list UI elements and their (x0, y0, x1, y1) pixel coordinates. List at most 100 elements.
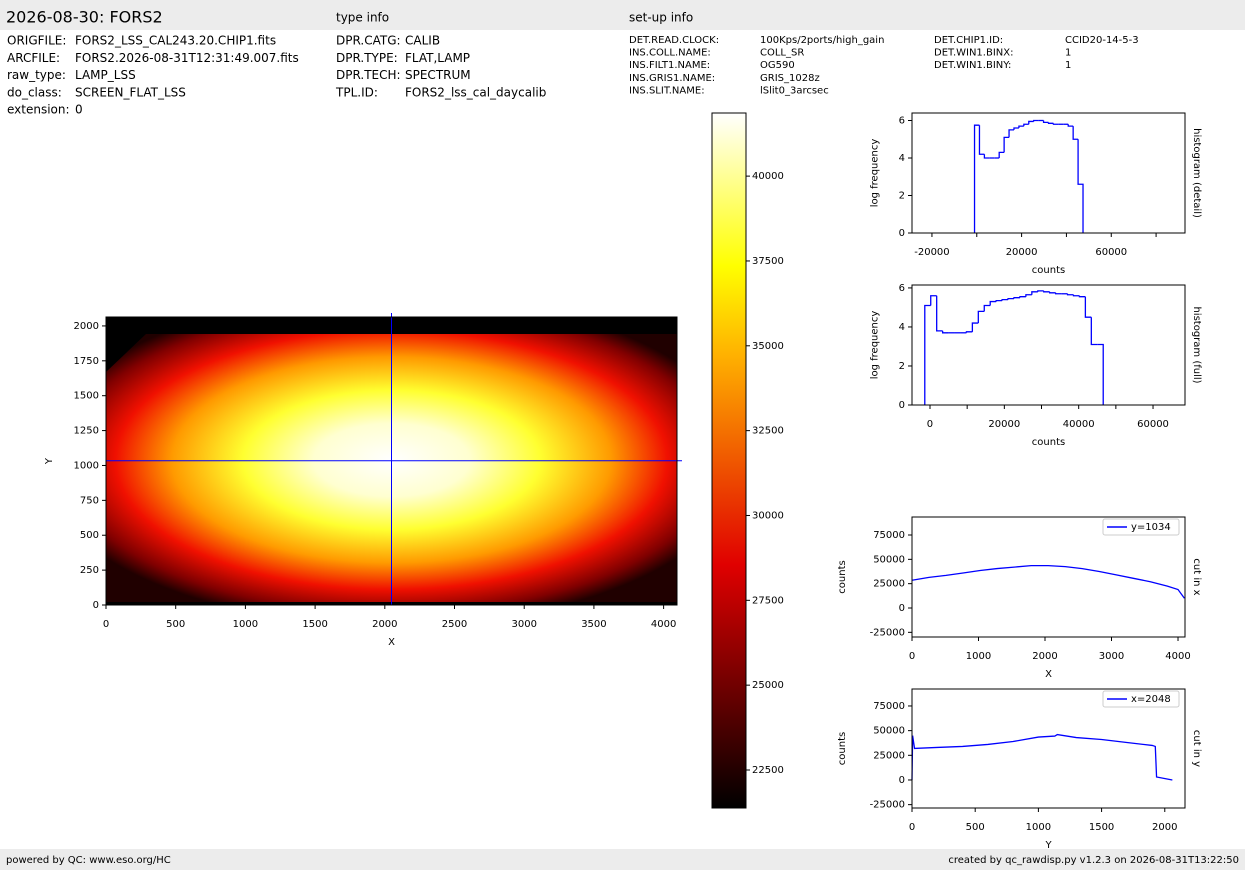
info-value: FORS2_lss_cal_daycalib (405, 85, 546, 99)
x-tick-label: 0 (927, 419, 933, 430)
x-tick-label: 1000 (233, 619, 258, 630)
y-tick-label: -25000 (870, 627, 905, 638)
x-tick-label: 20000 (1006, 247, 1038, 258)
histogram-step (977, 310, 985, 324)
x-tick-label: 4000 (651, 619, 676, 630)
setup-info-heading: set-up info (629, 11, 693, 25)
y-tick-label: 1250 (74, 426, 99, 437)
side-label: cut in y (1191, 730, 1202, 767)
legend-box (1102, 690, 1180, 708)
histogram-step (998, 151, 1005, 158)
info-value: FORS2.2026-08-31T12:31:49.007.fits (75, 51, 299, 65)
legend-box (1102, 518, 1180, 536)
y-tick-label: 50000 (873, 554, 905, 565)
type-info-heading: type info (336, 11, 389, 25)
info-label: raw_type: (7, 68, 66, 82)
info-label: TPL.ID: (335, 85, 378, 99)
histogram-step (1077, 139, 1084, 233)
x-tick-label: 1500 (1089, 822, 1114, 833)
info-label: DET.READ.CLOCK: (629, 35, 719, 46)
y-axis-label: log frequency (870, 311, 881, 380)
histogram-step (1090, 317, 1098, 346)
info-value: 1 (1065, 60, 1071, 71)
footer-right: created by qc_rawdisp.py v1.2.3 on 2026-… (948, 855, 1239, 866)
histogram-step (1072, 126, 1079, 140)
histogram-step (1028, 120, 1034, 125)
histogram-step (1001, 298, 1009, 301)
cut-line (911, 733, 1173, 781)
histogram-step (1019, 296, 1026, 298)
y-tick-label: 0 (899, 400, 905, 411)
info-label: DPR.TECH: (336, 68, 401, 82)
x-tick-label: 20000 (988, 419, 1020, 430)
histogram-step (924, 304, 931, 405)
info-label: INS.GRIS1.NAME: (629, 73, 715, 84)
y-tick-label: 2 (899, 191, 905, 202)
header-band (0, 0, 1245, 30)
histogram-step (1013, 127, 1019, 130)
histogram-step (995, 299, 1003, 302)
y-axis-label: counts (837, 560, 848, 593)
x-tick-label: 1000 (966, 651, 991, 662)
info-value: FLAT,LAMP (405, 51, 470, 65)
info-label: DET.WIN1.BINX: (934, 48, 1014, 59)
info-label: INS.FILT1.NAME: (629, 60, 710, 71)
y-tick-label: 0 (899, 603, 905, 614)
colorbar-scale (712, 113, 746, 808)
y-tick-label: -25000 (870, 800, 905, 811)
legend-label: x=2048 (1131, 694, 1171, 705)
info-label: extension: (7, 103, 70, 117)
info-label: INS.SLIT.NAME: (629, 85, 705, 96)
histogram-step (983, 154, 990, 159)
info-value: GRIS_1028z (760, 73, 820, 84)
x-axis-label: Y (1044, 840, 1052, 851)
y-tick-label: 4 (899, 322, 905, 333)
histogram-step (1008, 129, 1014, 138)
y-tick-label: 750 (80, 495, 99, 506)
y-tick-label: 75000 (873, 701, 905, 712)
y-tick-label: 40000 (752, 171, 784, 182)
x-tick-label: 2000 (372, 619, 397, 630)
info-label: ARCFILE: (7, 51, 60, 65)
y-tick-label: 25000 (873, 750, 905, 761)
histogram-step (1042, 120, 1049, 124)
histogram-step (971, 322, 979, 332)
x-tick-label: 0 (909, 822, 915, 833)
histogram-step (1052, 123, 1059, 125)
y-axis-label: counts (837, 732, 848, 765)
axes-frame (911, 516, 1186, 638)
x-axis-label: counts (1032, 265, 1065, 276)
y-axis-label: Y (44, 457, 55, 465)
histogram-step (941, 330, 949, 334)
histogram-step (1049, 291, 1056, 294)
info-label: INS.COLL.NAME: (629, 48, 711, 59)
y-tick-label: 2000 (74, 321, 99, 332)
y-tick-label: 37500 (752, 256, 784, 267)
y-tick-label: 30000 (752, 510, 784, 521)
title: 2026-08-30: FORS2 (6, 8, 163, 27)
histogram-step (1072, 294, 1080, 297)
histogram-step (1078, 295, 1086, 298)
info-value: CCID20-14-5-3 (1065, 35, 1139, 46)
info-value: 0 (75, 103, 83, 117)
side-label: histogram (detail) (1191, 128, 1202, 218)
histogram-step (1097, 343, 1104, 405)
histogram-step (1013, 297, 1020, 299)
y-tick-label: 4 (899, 153, 905, 164)
x-tick-label: 1000 (1026, 822, 1051, 833)
info-value: CALIB (405, 34, 440, 48)
info-label: do_class: (7, 85, 62, 99)
x-tick-label: 60000 (1137, 419, 1169, 430)
y-tick-label: 25000 (752, 680, 784, 691)
cut-line (911, 565, 1185, 599)
y-axis-label: log frequency (870, 139, 881, 208)
y-tick-label: 1500 (74, 391, 99, 402)
x-tick-label: 1500 (302, 619, 327, 630)
y-tick-label: 35000 (752, 341, 784, 352)
info-value: LAMP_LSS (75, 68, 136, 82)
y-tick-label: 75000 (873, 530, 905, 541)
x-tick-label: 2500 (442, 619, 467, 630)
axes-frame (105, 316, 678, 606)
y-tick-label: 0 (899, 775, 905, 786)
